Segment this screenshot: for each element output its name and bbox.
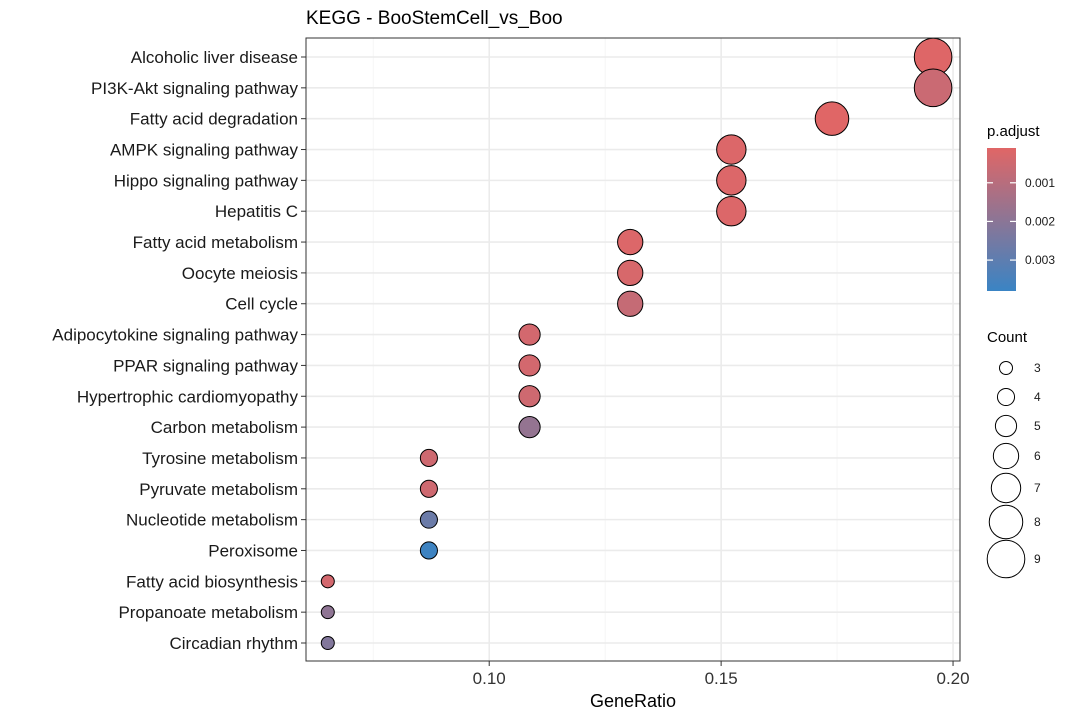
- legend-count-key: [999, 361, 1013, 375]
- data-point: [320, 605, 335, 620]
- data-point: [419, 479, 438, 498]
- data-point: [814, 101, 850, 136]
- data-point: [518, 323, 541, 346]
- data-points: [320, 37, 953, 650]
- data-point: [518, 354, 541, 377]
- y-tick-label: Tyrosine metabolism: [142, 449, 298, 468]
- y-tick-label: Nucleotide metabolism: [126, 511, 298, 530]
- plot-panel: [305, 37, 961, 662]
- y-tick-label: Adipocytokine signaling pathway: [52, 326, 298, 345]
- y-tick-label: Pyruvate metabolism: [139, 480, 298, 499]
- legend-p-adjust-label: 0.003: [1025, 253, 1055, 267]
- y-tick-label: Alcoholic liver disease: [131, 48, 298, 67]
- y-tick-label: PI3K-Akt signaling pathway: [91, 79, 298, 98]
- legend-p-adjust-colorbar: [987, 148, 1016, 291]
- legend-count-key: [988, 504, 1024, 540]
- data-point: [419, 448, 438, 467]
- legend-count-label: 3: [1034, 361, 1041, 375]
- x-axis-title: GeneRatio: [590, 691, 676, 711]
- y-tick-label: AMPK signaling pathway: [110, 141, 299, 160]
- y-tick-label: Fatty acid degradation: [130, 110, 298, 129]
- y-tick-label: Circadian rhythm: [170, 634, 299, 653]
- data-point: [419, 541, 438, 560]
- chart-title: KEGG - BooStemCell_vs_Boo: [306, 8, 563, 29]
- legend-p-adjust-label: 0.001: [1025, 176, 1055, 190]
- legend-count-key: [990, 472, 1022, 504]
- data-point: [617, 228, 644, 256]
- y-tick-label: Hepatitis C: [215, 202, 298, 221]
- y-tick-label: Fatty acid metabolism: [133, 233, 298, 252]
- data-point: [716, 165, 747, 196]
- legend-p-adjust-title: p.adjust: [987, 123, 1040, 140]
- data-point: [716, 134, 747, 165]
- legend-count: Count 3 4 5 6 7 8 9: [986, 329, 1041, 579]
- legend-count-label: 4: [1034, 390, 1041, 404]
- data-point: [320, 636, 335, 650]
- y-tick-label: Cell cycle: [225, 295, 298, 314]
- y-tick-label: Carbon metabolism: [151, 418, 298, 437]
- y-tick-label: Hippo signaling pathway: [114, 171, 299, 190]
- legend-p-adjust-label: 0.002: [1025, 214, 1055, 228]
- legend-count-label: 8: [1034, 515, 1041, 529]
- legend-count-key: [996, 387, 1016, 407]
- legend-count-label: 9: [1034, 552, 1041, 566]
- y-tick-label: Oocyte meiosis: [182, 264, 298, 283]
- grid: [306, 38, 960, 661]
- x-tick-label: 0.10: [473, 669, 506, 688]
- legend-count-key: [986, 539, 1026, 579]
- legend-count-label: 7: [1034, 481, 1041, 495]
- y-tick-label: Propanoate metabolism: [118, 603, 298, 622]
- data-point: [518, 385, 541, 408]
- data-point: [419, 510, 438, 529]
- x-tick-label: 0.20: [936, 669, 969, 688]
- y-axis: Alcoholic liver disease PI3K-Akt signalin…: [52, 48, 306, 653]
- data-point: [617, 290, 644, 317]
- x-tick-label: 0.15: [705, 669, 738, 688]
- legend-p-adjust: p.adjust 0.001 0.002 0.003: [987, 123, 1055, 291]
- legend-count-label: 6: [1034, 449, 1041, 463]
- data-point: [320, 574, 335, 589]
- data-point: [617, 259, 644, 287]
- legend-count-key: [994, 414, 1018, 438]
- y-tick-label: Fatty acid biosynthesis: [126, 572, 298, 591]
- legend-count-key: [992, 442, 1020, 470]
- legend-count-label: 5: [1034, 419, 1041, 433]
- legend-count-title: Count: [987, 329, 1028, 346]
- data-point: [518, 416, 541, 439]
- x-axis: 0.10 0.15 0.20: [473, 661, 970, 688]
- data-point: [716, 196, 747, 227]
- y-tick-label: Hypertrophic cardiomyopathy: [77, 387, 299, 406]
- y-tick-label: Peroxisome: [208, 541, 298, 560]
- y-tick-label: PPAR signaling pathway: [113, 356, 298, 375]
- data-point: [913, 68, 953, 108]
